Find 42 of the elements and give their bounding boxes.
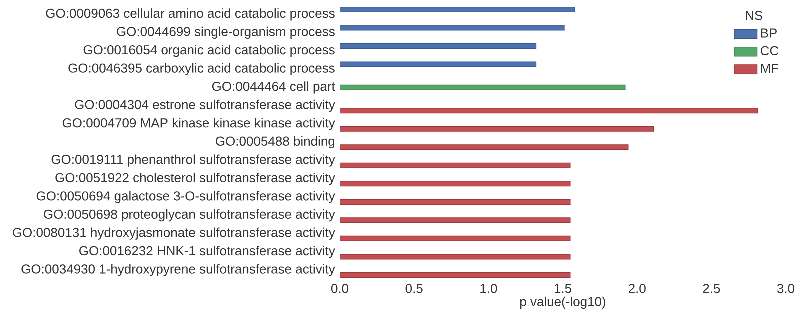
y-tick-label: GO:0004304 estrone sulfotransferase activity	[75, 100, 336, 112]
bar	[340, 108, 758, 114]
bar	[340, 272, 571, 278]
bar	[340, 44, 537, 50]
y-tick-label: GO:0016232 HNK-1 sulfotransferase activity	[80, 246, 336, 258]
bar	[340, 236, 571, 242]
bar	[340, 199, 571, 205]
x-axis-title: p value(-log10)	[520, 296, 606, 310]
x-tick-label: 0.0	[331, 284, 349, 294]
bar	[340, 218, 571, 224]
legend-label: MF	[761, 64, 779, 73]
y-tick-label: GO:0004709 MAP kinase kinase kinase activity	[62, 118, 336, 130]
y-tick-label: GO:0016054 organic acid catabolic process	[84, 45, 335, 58]
bar	[340, 162, 571, 168]
y-tick-label: GO:0050694 galactose 3-O-sulfotransferase activity	[36, 191, 336, 204]
x-tick-label: 1.5	[554, 284, 572, 294]
legend-label: BP	[761, 28, 777, 38]
bar	[340, 126, 654, 132]
bar	[340, 6, 576, 13]
y-tick-label: GO:0044699 single-organism process	[117, 26, 335, 39]
bar	[340, 62, 537, 68]
y-tick-label: GO:0019111 phenanthrol sulfotransferase activity	[52, 154, 336, 167]
y-tick-label: GO:0034930 1-hydroxypyrene sulfotransferase activity	[22, 264, 336, 276]
bar	[340, 84, 626, 90]
y-tick-label: GO:0050698 proteoglycan sulfotransferase activity	[44, 210, 336, 222]
legend-label: CC	[760, 46, 779, 56]
y-tick-label: GO:0044464 cell part	[212, 82, 336, 94]
bar	[340, 144, 629, 150]
bar	[340, 254, 571, 260]
y-tick-label: GO:0046395 carboxylic acid catabolic process	[68, 63, 335, 76]
x-tick-label: 2.5	[703, 284, 720, 294]
y-tick-label: GO:0009063 cellular amino acid catabolic process	[46, 8, 335, 21]
bar	[340, 181, 571, 187]
x-tick-label: 2.0	[628, 284, 646, 294]
y-tick-label: GO:0005488 binding	[216, 136, 335, 149]
x-tick-label: 0.5	[406, 284, 423, 294]
y-tick-label: GO:0051922 cholesterol sulfotransferase activity	[56, 172, 336, 186]
x-tick-label: 3.0	[777, 284, 795, 294]
x-tick-label: 1.0	[480, 284, 498, 294]
bar	[340, 25, 565, 31]
legend-title: NS	[746, 11, 763, 20]
y-tick-label: GO:0080131 hydroxyjasmonate sulfotransferase activity	[13, 228, 336, 240]
